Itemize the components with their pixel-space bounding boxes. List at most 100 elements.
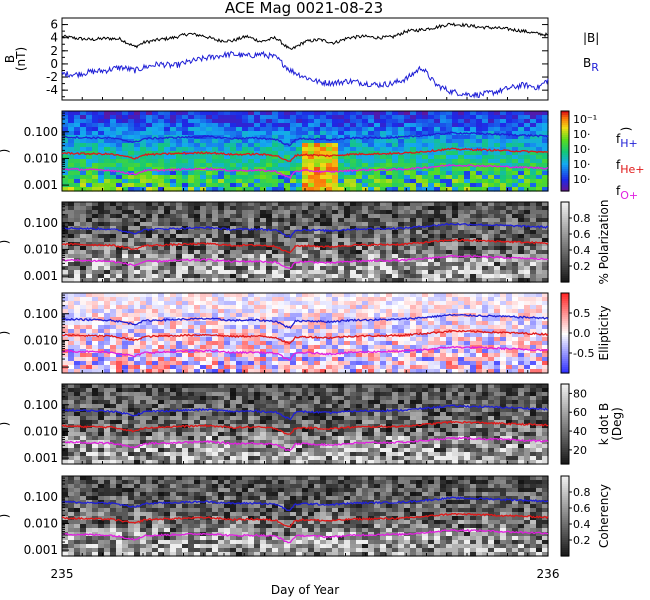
heat-cell (260, 313, 267, 318)
heat-cell (380, 187, 387, 192)
heat-cell (152, 262, 159, 267)
heat-cell (380, 365, 387, 370)
heat-cell (62, 131, 69, 136)
heat-cell (398, 361, 405, 366)
heat-cell (464, 301, 471, 306)
heat-cell (104, 258, 111, 263)
heat-cell (434, 163, 441, 168)
heat-cell (212, 175, 219, 180)
heat-cell (218, 345, 225, 350)
heat-cell (488, 183, 495, 188)
heat-cell (386, 206, 393, 211)
heat-cell (86, 345, 93, 350)
heat-cell (152, 345, 159, 350)
heat-cell (440, 266, 447, 271)
heat-cell (164, 171, 171, 176)
heat-cell (206, 127, 213, 132)
heat-cell (362, 147, 369, 152)
heat-cell (320, 123, 327, 128)
heat-cell (536, 341, 543, 346)
heat-cell (224, 111, 231, 116)
heat-cell (272, 305, 279, 310)
heat-cell (98, 111, 105, 116)
heat-cell (356, 230, 363, 235)
heat-cell (122, 242, 129, 247)
heat-cell (368, 179, 375, 184)
heat-cell (284, 309, 291, 314)
heat-cell (98, 179, 105, 184)
heat-cell (542, 171, 549, 176)
heat-cell (272, 321, 279, 326)
heat-cell (362, 131, 369, 136)
heat-cell (500, 135, 507, 140)
heat-cell (242, 301, 249, 306)
colorbar-swatch (561, 222, 569, 225)
heat-cell (266, 258, 273, 263)
heat-cell (422, 179, 429, 184)
heat-cell (428, 301, 435, 306)
heat-cell (146, 266, 153, 271)
heat-cell (110, 254, 117, 259)
heat-cell (404, 361, 411, 366)
heat-cell (92, 171, 99, 176)
heat-cell (350, 210, 357, 215)
heat-cell (290, 357, 297, 362)
heat-cell (170, 357, 177, 362)
heat-cell (422, 361, 429, 366)
heat-cell (350, 333, 357, 338)
heat-cell (182, 159, 189, 164)
heat-cell (314, 278, 321, 283)
heat-cell (140, 258, 147, 263)
heat-cell (446, 353, 453, 358)
heat-cell (416, 159, 423, 164)
heat-cell (212, 353, 219, 358)
heat-cell (470, 135, 477, 140)
heat-cell (416, 293, 423, 298)
heat-cell (350, 119, 357, 124)
heat-cell (80, 119, 87, 124)
heat-cell (356, 163, 363, 168)
heat-cell (398, 163, 405, 168)
heat-cell (146, 187, 153, 192)
heat-cell (518, 274, 525, 279)
heat-cell (440, 258, 447, 263)
heat-cell (302, 349, 309, 354)
heat-cell (374, 111, 381, 116)
heat-cell (506, 321, 513, 326)
heat-cell (542, 317, 549, 322)
heat-cell (92, 175, 99, 180)
heat-cell (518, 218, 525, 223)
heat-cell (200, 337, 207, 342)
heat-cell (464, 317, 471, 322)
heat-cell (506, 349, 513, 354)
heat-cell (206, 210, 213, 215)
heat-cell (254, 179, 261, 184)
heat-cell (452, 262, 459, 267)
heat-cell (398, 357, 405, 362)
heat-cell (188, 214, 195, 219)
heat-cell (290, 222, 297, 227)
heat-cell (428, 246, 435, 251)
colorbar-swatch (561, 119, 569, 122)
heat-cell (308, 159, 315, 164)
heat-cell (458, 365, 465, 370)
heat-cell (338, 365, 345, 370)
heat-cell (536, 266, 543, 271)
heat-cell (428, 337, 435, 342)
heat-cell (392, 218, 399, 223)
heat-cell (488, 127, 495, 132)
heat-cell (422, 127, 429, 132)
heat-cell (200, 131, 207, 136)
colorbar-swatch (561, 147, 569, 150)
heat-cell (248, 147, 255, 152)
heat-cell (284, 202, 291, 207)
heat-cell (116, 293, 123, 298)
heat-cell (338, 270, 345, 275)
heat-cell (422, 167, 429, 172)
heat-cell (350, 206, 357, 211)
heat-cell (62, 270, 69, 275)
heat-cell (314, 250, 321, 255)
heat-cell (308, 127, 315, 132)
heat-cell (536, 202, 543, 207)
heat-cell (332, 206, 339, 211)
